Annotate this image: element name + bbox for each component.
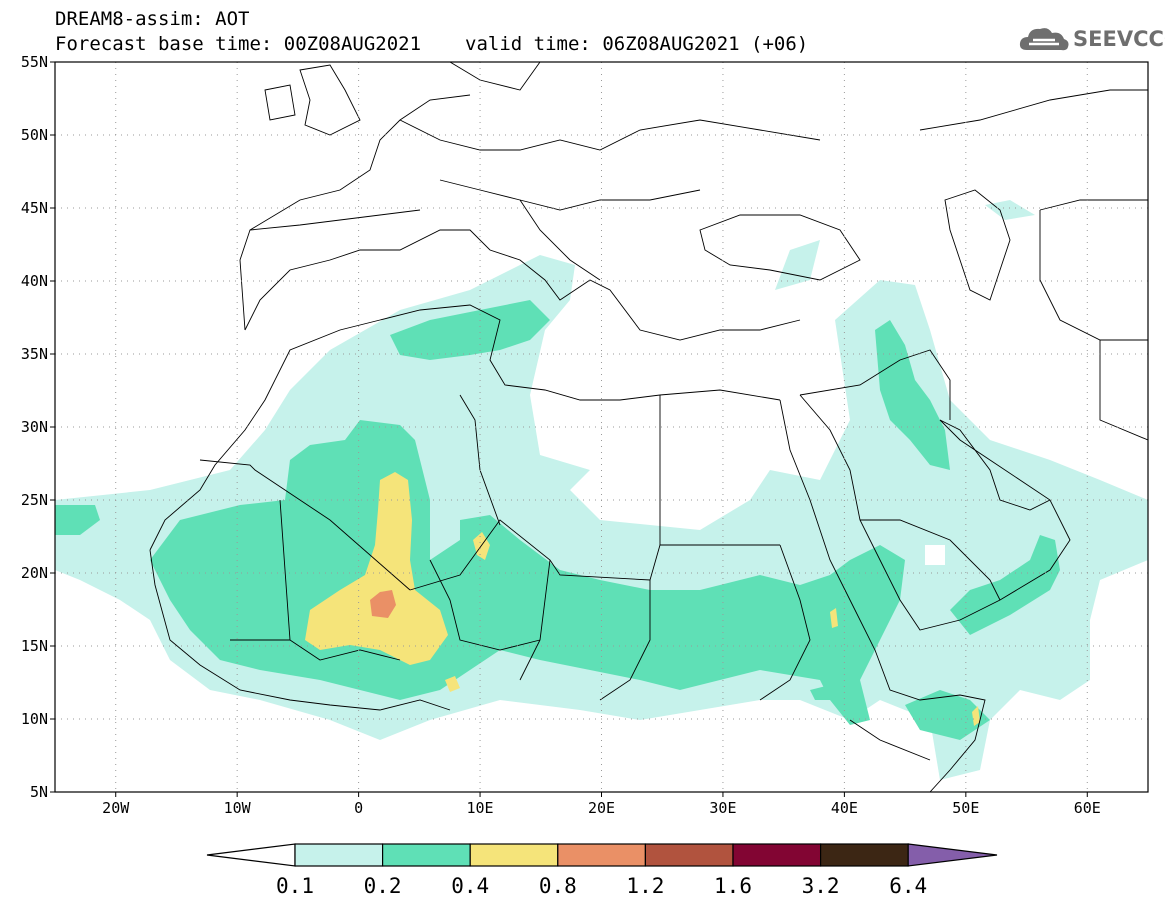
title-line-1: DREAM8-assim: AOT	[55, 8, 250, 30]
aot-band-0.2-somalia	[905, 690, 990, 740]
aot-band-0.2-oman	[950, 535, 1060, 635]
logo-text: SEEVCCC	[1073, 27, 1165, 51]
lon-label: 40E	[831, 799, 858, 817]
cloud-logo-icon	[1019, 28, 1069, 51]
lon-label: 20E	[588, 799, 615, 817]
colorbar-labels: 0.1 0.2 0.4 0.8 1.2 1.6 3.2 6.4	[276, 874, 927, 898]
valid-time: valid time: 06Z08AUG2021 (+06)	[465, 33, 809, 55]
colorbar-label: 1.2	[626, 874, 664, 898]
aot-band-0.4	[305, 472, 448, 665]
colorbar-label: 6.4	[889, 874, 927, 898]
lat-label: 15N	[21, 637, 48, 655]
colorbar-swatch	[557, 843, 646, 867]
lat-label: 40N	[21, 272, 48, 290]
map-grid	[55, 62, 1148, 792]
aot-band-0.4-somalia	[972, 706, 980, 726]
colorbar-low-arrow	[206, 843, 296, 867]
colorbar-high-arrow	[907, 843, 998, 867]
colorbar	[206, 843, 998, 867]
colorbar-swatch	[294, 843, 384, 867]
colorbar-label: 1.6	[714, 874, 752, 898]
aot-band-0.2-atlantic	[55, 505, 100, 535]
lat-label: 10N	[21, 710, 48, 728]
lon-label: 50E	[952, 799, 979, 817]
aot-band-0.2-tunisia	[390, 300, 550, 360]
axis-ticks	[50, 61, 1088, 797]
lon-label: 20W	[102, 799, 130, 817]
colorbar-label: 0.4	[451, 874, 489, 898]
aot-band-0.2-ethiopia	[810, 685, 830, 700]
coastlines	[149, 62, 1148, 792]
aot-band-0.8	[370, 590, 396, 618]
colorbar-swatch	[644, 843, 734, 867]
lon-label: 10W	[224, 799, 252, 817]
lat-label: 20N	[21, 564, 48, 582]
colorbar-label: 3.2	[802, 874, 840, 898]
aot-band-0.1-north	[775, 240, 820, 290]
lon-label: 30E	[709, 799, 736, 817]
colorbar-swatch	[732, 843, 822, 867]
colorbar-swatch	[469, 843, 559, 867]
colorbar-label: 0.8	[539, 874, 577, 898]
colorbar-swatch	[382, 843, 471, 867]
aot-band-0.4-eritrea	[830, 608, 838, 628]
lat-label: 5N	[30, 783, 48, 801]
map-title: DREAM8-assim: AOT	[55, 8, 249, 30]
lon-label: 10E	[467, 799, 494, 817]
lat-label: 45N	[21, 199, 48, 217]
latitude-labels: 55N 50N 45N 40N 35N 30N 25N 20N 15N 10N 5N	[21, 53, 48, 801]
colorbar-label: 0.1	[276, 874, 314, 898]
longitude-labels: 20W 10W 0 10E 20E 30E 40E 50E 60E	[102, 799, 1101, 817]
aot-band-0.1-caspian	[985, 200, 1035, 220]
lon-label: 0	[354, 799, 363, 817]
seevccc-logo: SEEVCCC	[1017, 22, 1165, 58]
forecast-base-time: Forecast base time: 00Z08AUG2021	[55, 33, 422, 55]
colorbar-swatch	[819, 843, 909, 867]
aot-band-0.2-iraq	[875, 320, 950, 470]
aot-band-0.2	[150, 420, 905, 725]
map-subtitle: Forecast base time: 00Z08AUG2021 valid ti…	[55, 33, 808, 55]
aot-band-0.4-niger	[445, 676, 460, 692]
lat-label: 50N	[21, 126, 48, 144]
lat-label: 55N	[21, 53, 48, 71]
lat-label: 30N	[21, 418, 48, 436]
lon-label: 60E	[1074, 799, 1101, 817]
lat-label: 35N	[21, 345, 48, 363]
lat-label: 25N	[21, 491, 48, 509]
colorbar-label: 0.2	[364, 874, 402, 898]
